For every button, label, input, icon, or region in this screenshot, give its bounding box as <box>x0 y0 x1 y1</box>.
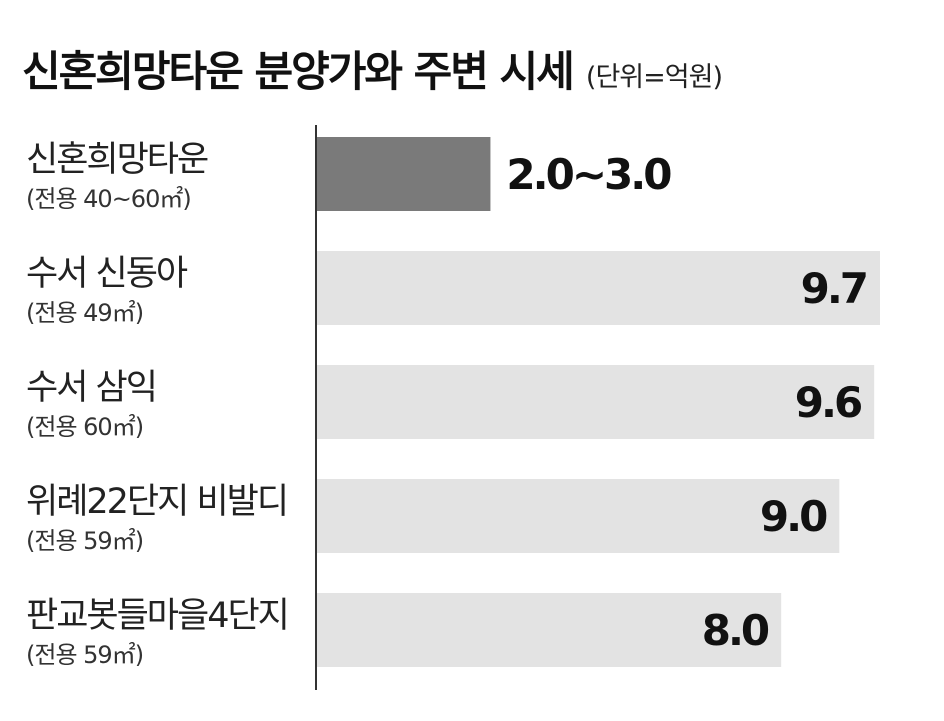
bar-1 <box>316 137 491 211</box>
category-label-2: 수서 신동아 <box>26 254 188 294</box>
bar-2 <box>316 251 880 325</box>
chart-title: 신혼희망타운 분양가와 주변 시세 (단위=억원) <box>22 38 723 99</box>
value-label-2: 9.7 <box>801 264 866 313</box>
category-label-1: 신혼희망타운 <box>26 140 208 180</box>
unit-label: (단위=억원) <box>585 62 723 93</box>
bar-3 <box>316 365 875 439</box>
category-sublabel-5: (전용 59㎡) <box>26 641 143 669</box>
value-label-3: 9.6 <box>795 378 861 427</box>
title-text: 신혼희망타운 분양가와 주변 시세 <box>22 47 575 96</box>
bar-4 <box>316 479 840 553</box>
category-label-3: 수서 삼익 <box>26 368 156 408</box>
category-sublabel-1: (전용 40~60㎡) <box>26 185 191 213</box>
value-label-1: 2.0~3.0 <box>506 150 671 199</box>
category-label-5: 판교봇들마을4단지 <box>26 596 288 636</box>
category-label-4: 위례22단지 비발디 <box>26 482 287 522</box>
bar-5 <box>316 593 782 667</box>
value-label-5: 8.0 <box>702 606 769 655</box>
category-sublabel-3: (전용 60㎡) <box>26 413 143 441</box>
category-sublabel-2: (전용 49㎡) <box>26 299 143 327</box>
value-label-4: 9.0 <box>760 492 827 541</box>
category-sublabel-4: (전용 59㎡) <box>26 527 143 555</box>
